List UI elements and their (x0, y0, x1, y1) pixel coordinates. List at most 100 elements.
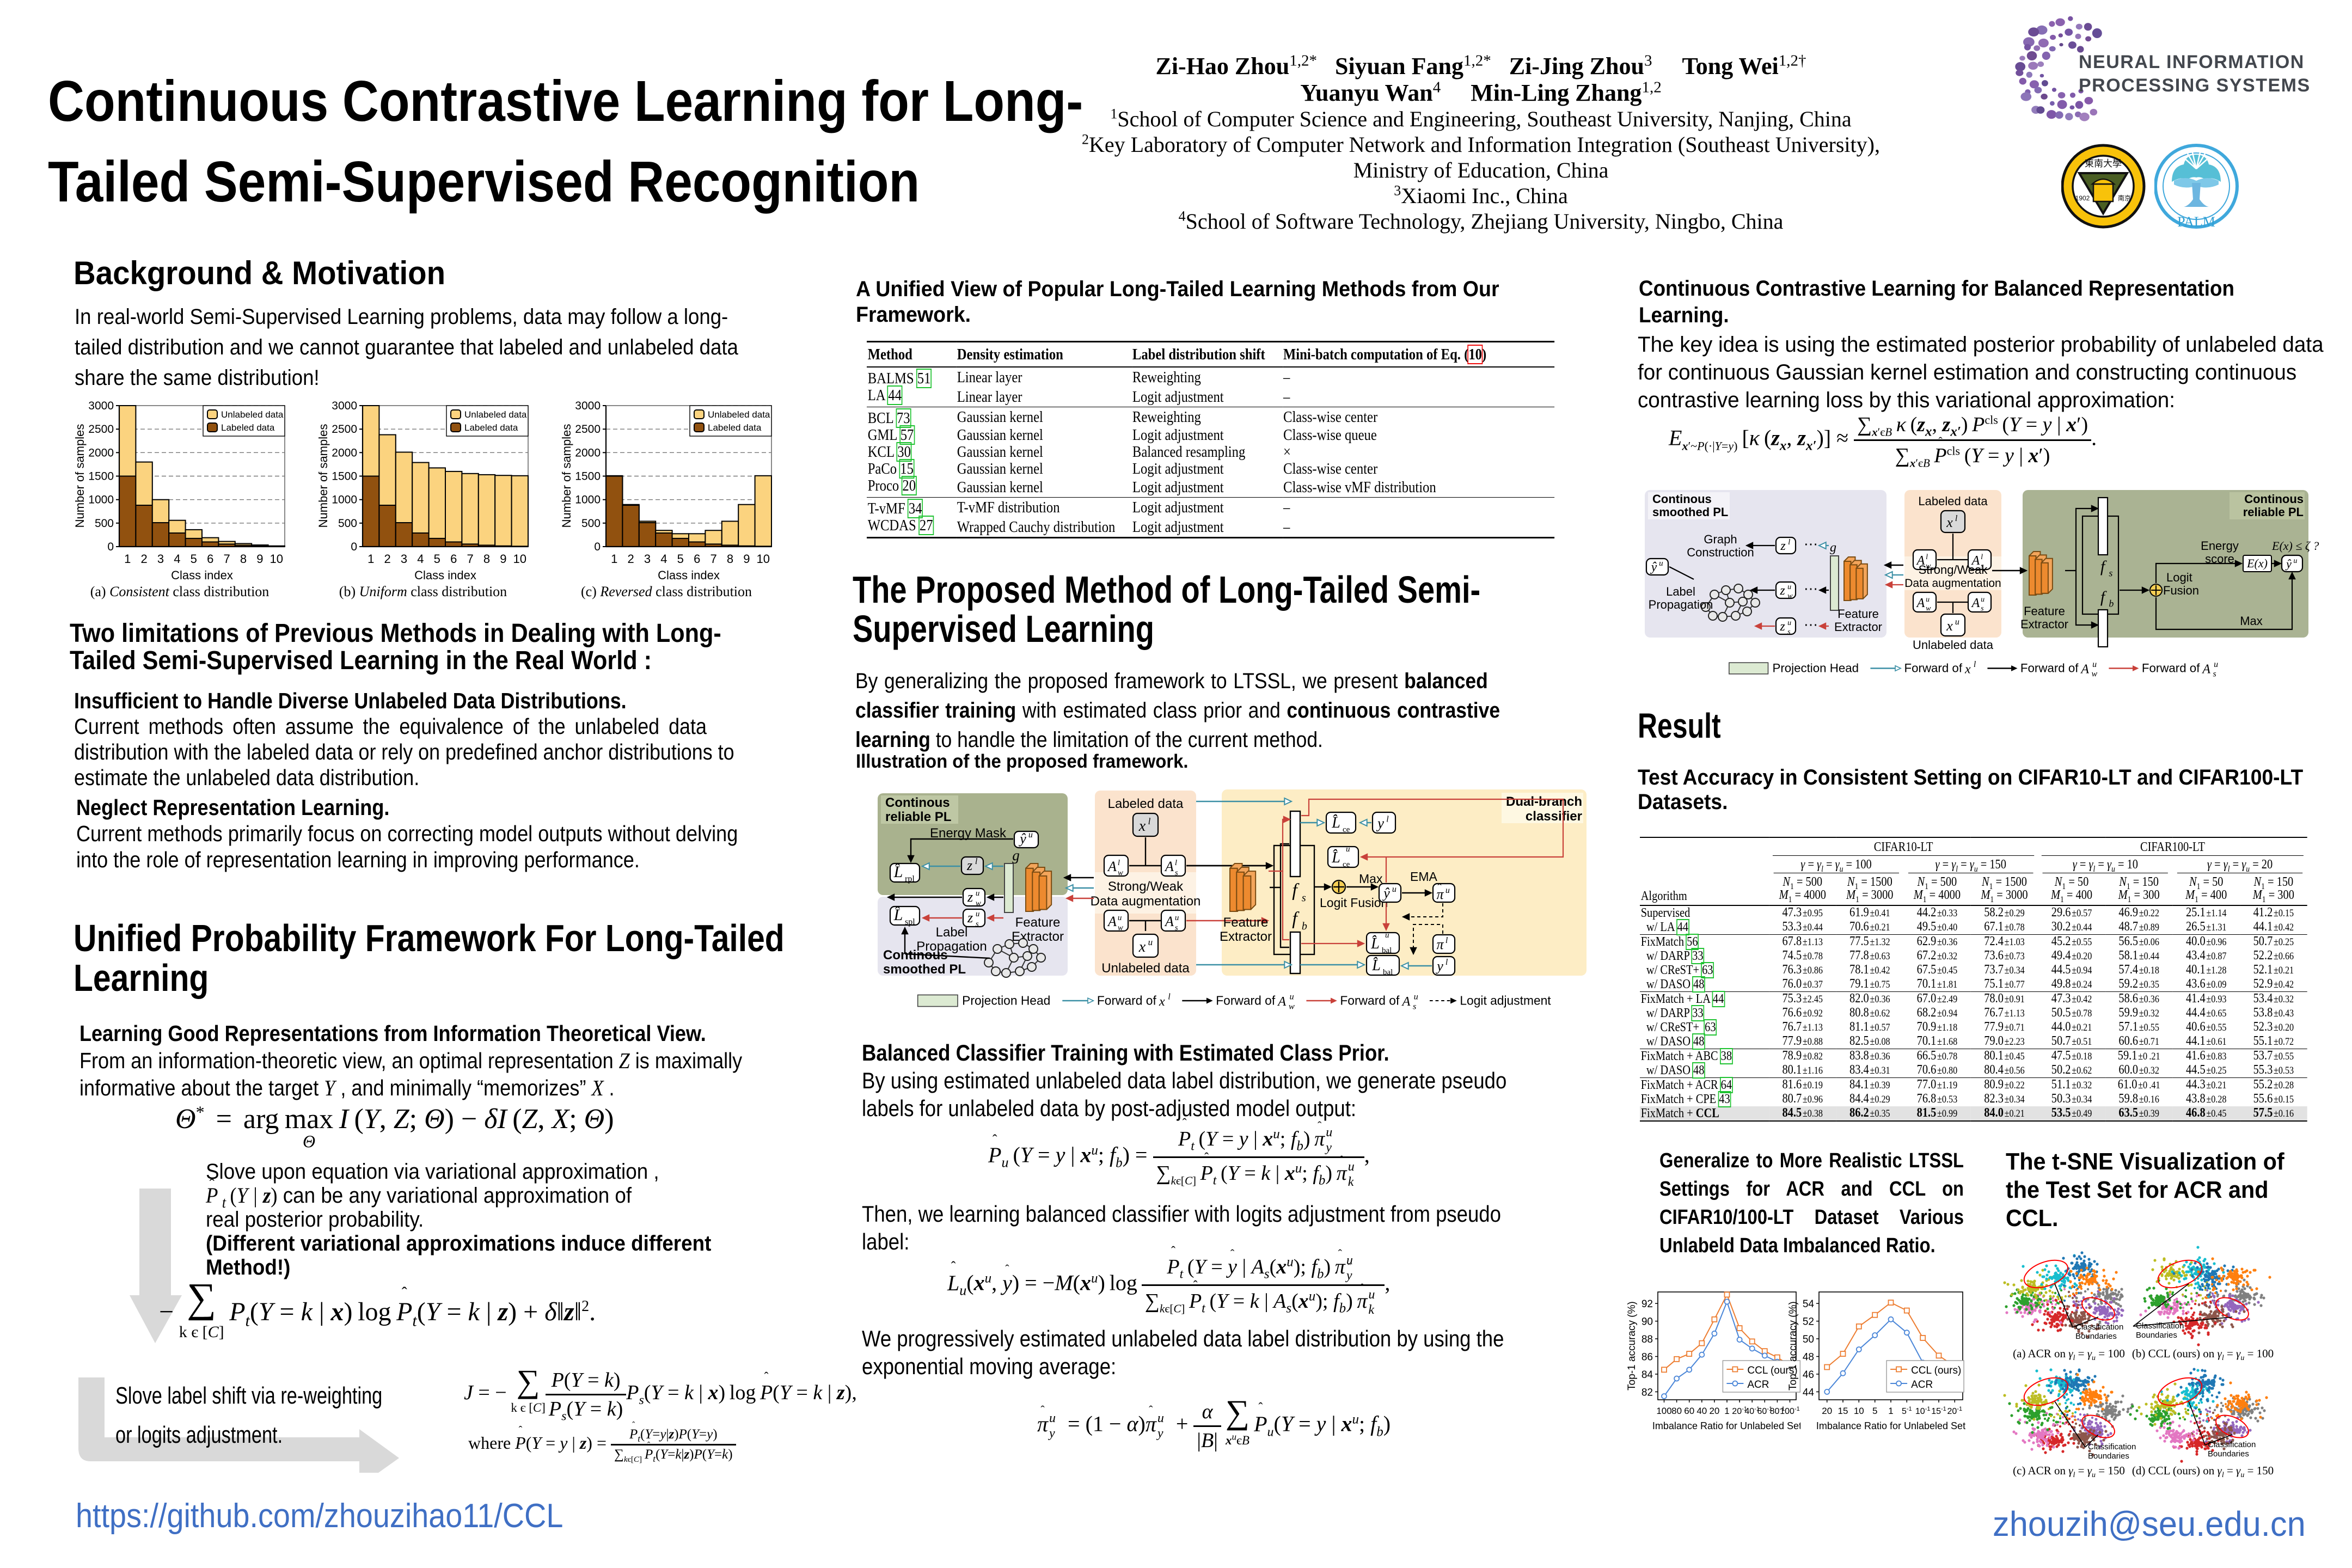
svg-text:⋯: ⋯ (1804, 580, 1818, 597)
svg-text:20: 20 (1709, 1406, 1719, 1416)
svg-text:u: u (2293, 557, 2297, 565)
svg-text:u: u (1981, 596, 1984, 604)
svg-text:0: 0 (351, 541, 357, 553)
svg-text:20: 20 (1822, 1406, 1832, 1416)
svg-text:Forward of: Forward of (1216, 993, 1276, 1007)
svg-text:Labeled data: Labeled data (221, 422, 275, 433)
svg-text:10: 10 (270, 552, 283, 566)
svg-text:s: s (2109, 567, 2112, 578)
svg-text:6: 6 (450, 552, 457, 566)
svg-text:u: u (1787, 583, 1791, 591)
svg-text:s: s (1175, 923, 1178, 932)
svg-text:ŷ: ŷ (1382, 885, 1390, 901)
svg-text:l: l (1955, 514, 1958, 523)
svg-text:bal: bal (1382, 946, 1392, 955)
svg-text:l: l (1386, 815, 1389, 824)
svg-text:CCL (ours): CCL (ours) (1747, 1365, 1797, 1376)
svg-text:3000: 3000 (332, 400, 357, 412)
svg-text:b: b (1302, 921, 1307, 933)
svg-text:Data augmentation: Data augmentation (1091, 894, 1201, 909)
svg-text:1500: 1500 (88, 470, 114, 483)
svg-text:50: 50 (1803, 1334, 1814, 1345)
svg-text:l: l (1974, 660, 1976, 669)
svg-text:A: A (1277, 994, 1287, 1009)
svg-text:15-1: 15-1 (1931, 1406, 1946, 1416)
svg-text:Imbalance Ratio for Unlabeled: Imbalance Ratio for Unlabeled Set (1652, 1420, 1800, 1431)
svg-text:u: u (1414, 991, 1418, 1002)
svg-text:84: 84 (1641, 1369, 1653, 1381)
svg-text:Logit Fusion: Logit Fusion (1320, 896, 1388, 910)
svg-text:s: s (1981, 605, 1984, 613)
svg-text:x: x (1138, 939, 1146, 955)
svg-text:Extractor: Extractor (2020, 617, 2068, 631)
svg-text:1: 1 (1888, 1406, 1893, 1416)
svg-text:w: w (1118, 868, 1123, 877)
svg-text:l: l (1981, 553, 1983, 561)
svg-text:CCL (ours): CCL (ours) (1911, 1365, 1961, 1376)
svg-text:ŷ: ŷ (1650, 560, 1657, 574)
svg-text:classifier: classifier (1526, 809, 1582, 824)
svg-text:smoothed PL: smoothed PL (883, 962, 966, 977)
svg-text:Number of samples: Number of samples (560, 424, 573, 528)
svg-text:Continous: Continous (2244, 492, 2304, 506)
svg-text:1500: 1500 (575, 470, 601, 483)
svg-text:A: A (1107, 859, 1117, 874)
svg-text:Labeled data: Labeled data (708, 422, 762, 433)
svg-text:w: w (2092, 670, 2098, 679)
svg-text:u: u (1175, 914, 1179, 922)
svg-text:x: x (1946, 618, 1953, 634)
svg-text:s: s (1302, 892, 1306, 904)
svg-text:3: 3 (401, 552, 407, 566)
svg-text:E(x) ≤ ζ ?: E(x) ≤ ζ ? (2271, 539, 2319, 553)
svg-text:Classification: Classification (2075, 1322, 2123, 1332)
svg-text:⋯: ⋯ (1804, 616, 1818, 633)
svg-text:l: l (1148, 816, 1151, 826)
svg-text:z: z (1779, 584, 1785, 598)
svg-text:Classification: Classification (2136, 1321, 2184, 1331)
svg-text:u: u (1445, 886, 1450, 895)
svg-text:L̂: L̂ (1331, 849, 1340, 866)
svg-text:s: s (1981, 562, 1984, 571)
svg-text:東南大學: 東南大學 (2085, 158, 2122, 169)
svg-text:44: 44 (1803, 1387, 1815, 1398)
svg-text:7: 7 (710, 552, 716, 566)
svg-text:u: u (1659, 559, 1663, 568)
svg-text:l: l (975, 857, 978, 866)
svg-text:u: u (1787, 619, 1791, 627)
svg-text:10: 10 (757, 552, 770, 566)
svg-text:2500: 2500 (575, 423, 601, 436)
svg-text:smoothed PL: smoothed PL (1652, 505, 1728, 519)
svg-text:ce: ce (1343, 825, 1350, 834)
svg-text:Unlabeled data: Unlabeled data (1101, 961, 1190, 976)
svg-text:Forward of: Forward of (1097, 993, 1157, 1007)
svg-text:y: y (1376, 815, 1384, 831)
svg-text:80: 80 (1671, 1406, 1682, 1416)
svg-text:88: 88 (1641, 1334, 1653, 1345)
svg-text:Propagation: Propagation (1649, 598, 1713, 611)
svg-text:52: 52 (1803, 1316, 1814, 1328)
svg-text:10: 10 (513, 552, 526, 566)
svg-text:spl: spl (905, 917, 915, 927)
svg-text:Feature: Feature (1015, 915, 1061, 930)
svg-text:Forward of: Forward of (1904, 661, 1963, 675)
svg-text:Classification: Classification (2088, 1442, 2136, 1451)
svg-text:ˆ: ˆ (1437, 881, 1442, 895)
svg-text:A: A (1916, 554, 1925, 568)
svg-text:Boundaries: Boundaries (2075, 1332, 2117, 1341)
svg-text:Labeled data: Labeled data (464, 422, 518, 433)
svg-text:x: x (1138, 818, 1146, 835)
svg-text:500: 500 (581, 517, 601, 530)
svg-text:u: u (1118, 914, 1122, 922)
svg-text:9: 9 (743, 552, 750, 566)
svg-text:60: 60 (1684, 1406, 1694, 1416)
svg-text:20-1: 20-1 (1947, 1406, 1963, 1416)
svg-text:Max: Max (2240, 614, 2263, 628)
svg-text:48: 48 (1803, 1352, 1814, 1363)
svg-text:2: 2 (140, 552, 147, 566)
svg-text:Labeled data: Labeled data (1108, 797, 1184, 811)
svg-text:1000: 1000 (575, 494, 601, 506)
svg-text:8: 8 (483, 552, 490, 566)
svg-text:40: 40 (1696, 1406, 1707, 1416)
svg-text:7: 7 (467, 552, 473, 566)
svg-text:E(x): E(x) (2246, 556, 2268, 570)
